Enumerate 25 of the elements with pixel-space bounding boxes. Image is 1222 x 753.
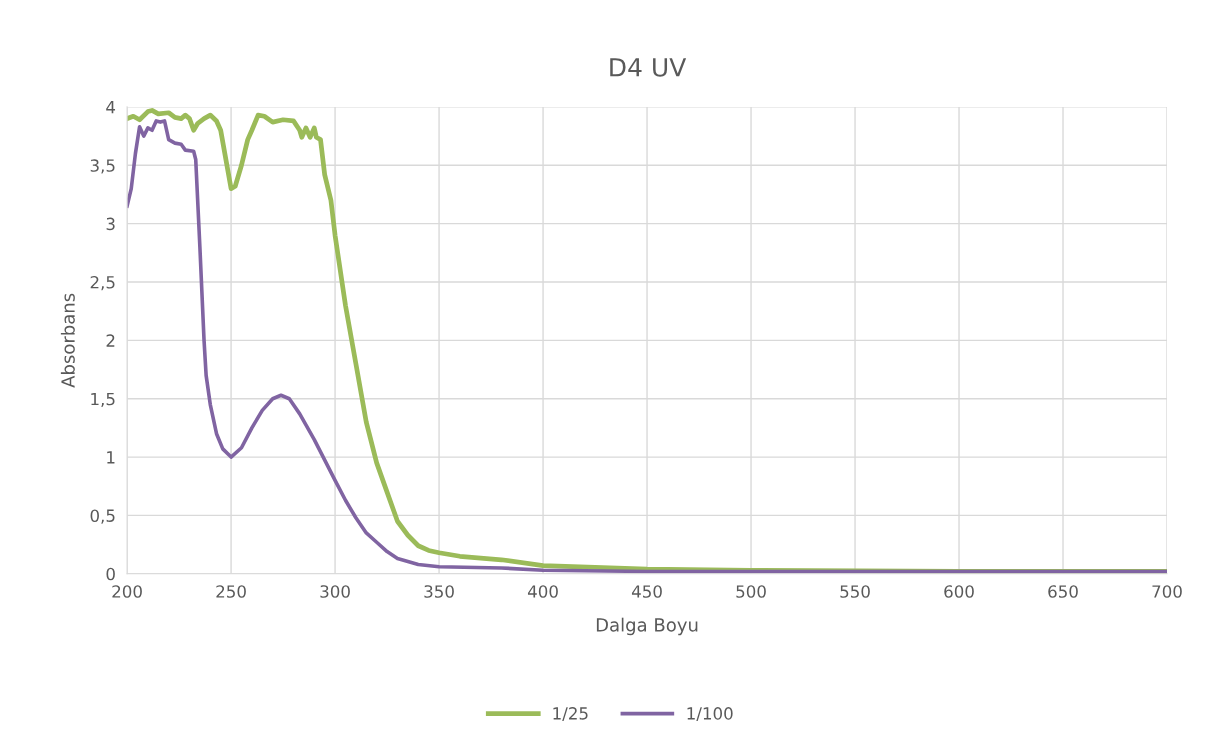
x-tick-label: 350 xyxy=(424,585,454,598)
y-tick-label: 2,5 xyxy=(90,275,115,291)
x-tick-label: 700 xyxy=(1152,585,1182,598)
y-tick-label: 3,5 xyxy=(90,159,115,174)
y-tick-label: 2 xyxy=(106,334,115,347)
x-tick-label: 500 xyxy=(736,585,766,598)
chart-title: D4 UV xyxy=(610,58,687,77)
x-tick-label: 550 xyxy=(840,585,870,598)
x-tick-label: 300 xyxy=(320,585,350,598)
x-axis-title: Dalga Boyu xyxy=(596,617,698,636)
y-tick-label: 4 xyxy=(106,101,116,114)
y-tick-label: 0 xyxy=(106,567,115,581)
legend-label: 1/25 xyxy=(553,707,588,722)
y-tick-label: 0,5 xyxy=(90,509,115,524)
x-tick-label: 400 xyxy=(527,585,558,598)
x-tick-label: 450 xyxy=(631,585,662,598)
x-tick-label: 200 xyxy=(112,585,142,598)
x-tick-label: 600 xyxy=(944,585,974,598)
y-axis-title: Absorbans xyxy=(60,293,75,388)
y-tick-label: 1 xyxy=(107,451,115,464)
x-tick-label: 250 xyxy=(216,585,246,598)
x-tick-label: 650 xyxy=(1048,585,1078,598)
y-tick-label: 1,5 xyxy=(91,392,115,407)
y-tick-label: 3 xyxy=(106,217,115,231)
legend-label: 1/100 xyxy=(687,707,733,722)
